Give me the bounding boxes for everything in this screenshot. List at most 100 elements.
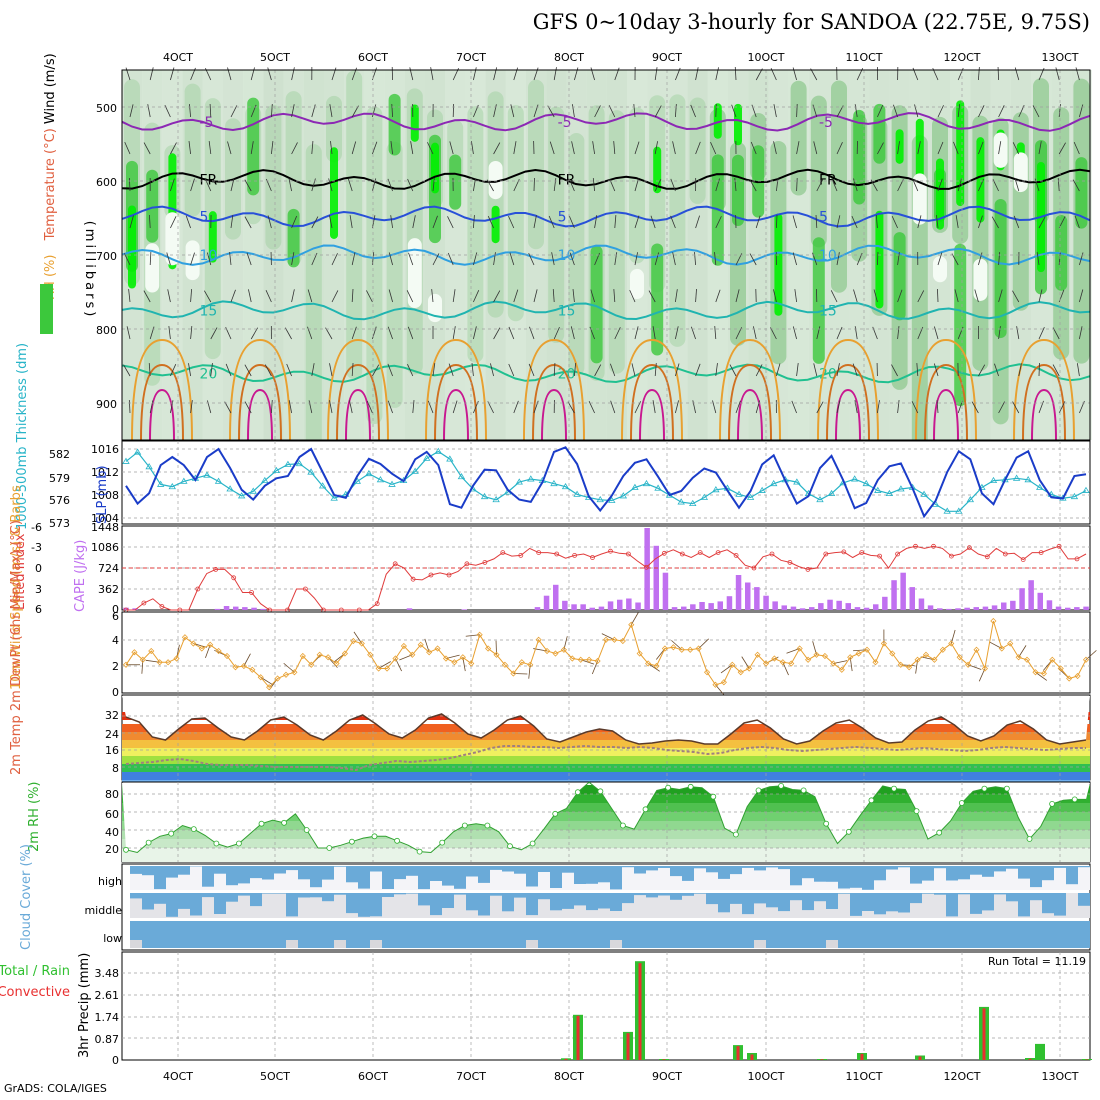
wind-barb: [284, 327, 292, 340]
wind-barb: [978, 215, 983, 229]
wind-point: [838, 666, 845, 673]
cloud-high-bar: [454, 866, 466, 889]
cloud-low-bar: [550, 921, 562, 948]
wind-barb: [493, 142, 501, 155]
lifted-point: [895, 551, 900, 557]
rh-cell: [734, 103, 742, 146]
cloud-middle-bar: [454, 893, 466, 895]
wind-barb: [695, 289, 697, 303]
cloud-high-bg: [622, 866, 634, 890]
cloud-high-bar: [370, 866, 382, 872]
humidity-tick: 20: [105, 843, 119, 856]
cloud-low-bar: [802, 921, 814, 948]
precip-label: 3hr Precip (mm): [77, 953, 92, 1058]
wind-barb: [695, 141, 701, 155]
cloud-middle-bg: [994, 893, 1006, 918]
cape-bar: [626, 598, 632, 610]
wind-point: [1032, 669, 1039, 676]
wind-point: [695, 645, 702, 652]
cloud-middle-bg: [694, 893, 706, 918]
wind-point: [341, 650, 349, 657]
wind-barb: [731, 104, 737, 118]
cloud-middle-bg: [934, 893, 946, 918]
wind-barb: [654, 105, 662, 118]
wind-barb: [652, 400, 656, 414]
cloud-low-gap: [754, 940, 766, 948]
thickness-point: [631, 483, 639, 490]
wind-barb: [1013, 215, 1020, 229]
wind-barb: [1079, 326, 1083, 340]
rh-point: [168, 830, 175, 837]
cloud-high-bar: [154, 866, 166, 890]
wind-barb: [311, 363, 315, 377]
warm-contour: [817, 338, 879, 441]
wind-barb: [568, 215, 575, 229]
cloud-low-bar: [310, 921, 322, 948]
thickness-point: [156, 480, 165, 487]
wind-barb: [917, 141, 921, 155]
cape-bar: [927, 605, 934, 610]
temperature-contour: [121, 363, 1091, 384]
thickness-point: [1070, 492, 1079, 500]
temperature-ticks: 32 24 16 8: [105, 709, 119, 775]
cloud-high-bar: [826, 866, 838, 882]
wind-barb: [592, 178, 595, 192]
thickness-point: [700, 493, 709, 500]
thickness-point: [457, 472, 466, 480]
wind-barb: [248, 289, 252, 303]
warm-contour: [728, 363, 772, 441]
wind-barb: [410, 141, 414, 155]
warm-contour: [149, 388, 175, 441]
wind-point: [754, 651, 761, 658]
top-x-tick: 8OCT: [554, 51, 584, 64]
cape-bar: [891, 580, 897, 610]
wind-barb: [1012, 142, 1020, 155]
cloud-high-bar: [178, 866, 190, 875]
wind-barb: [670, 178, 676, 192]
cloud-low-gap: [286, 940, 298, 948]
cloud-middle-bar: [1006, 893, 1018, 902]
wind-barb: [329, 215, 333, 229]
precip-ticks: 3.48 2.61 1.74 0.87 0: [95, 967, 120, 1067]
warm-contour: [336, 363, 380, 441]
wind-barb: [1018, 363, 1022, 377]
wind-barb: [652, 326, 656, 340]
wind-barb: [390, 141, 393, 155]
cloud-middle-bar: [166, 893, 178, 917]
wind-barb: [1079, 289, 1084, 303]
cloud-middle-bar: [154, 893, 166, 904]
contour-label: -5: [819, 115, 833, 131]
cloud-low-bar: [1018, 921, 1030, 948]
wind-point: [350, 637, 357, 645]
precip-convective-bar: [750, 1054, 754, 1060]
wind-barb: [715, 178, 720, 192]
thickness-point: [1012, 474, 1021, 481]
cloud-low-bar: [190, 921, 202, 948]
rh-point: [213, 840, 220, 847]
cloud-low-bar: [670, 921, 682, 948]
wind-barb: [614, 252, 618, 266]
cape-bar: [1083, 606, 1089, 610]
wind-barb: [372, 215, 376, 229]
cape-bar: [671, 607, 678, 610]
cloud-high-bar: [514, 866, 526, 874]
wind-barb: [493, 104, 497, 118]
temperature-contour: [121, 300, 1091, 321]
cape-bar: [946, 608, 952, 610]
wind-barb: [647, 663, 660, 672]
thickness-point: [295, 459, 304, 467]
wind-point: [771, 655, 778, 662]
wind-barb: [873, 289, 878, 303]
wind-barb: [372, 178, 377, 192]
wind-point: [762, 660, 770, 667]
cloud-high-bar: [226, 866, 238, 886]
cloud-high-bg: [694, 866, 706, 890]
rh-cell: [305, 144, 322, 456]
warm-contour: [327, 338, 389, 441]
cloud-middle-bar: [622, 893, 634, 904]
cloud-low-bar: [778, 921, 790, 948]
wind-barb: [378, 661, 391, 669]
rh-cell: [528, 79, 544, 250]
cloud-high-bar: [910, 866, 922, 884]
rh-fill: [122, 782, 1090, 862]
